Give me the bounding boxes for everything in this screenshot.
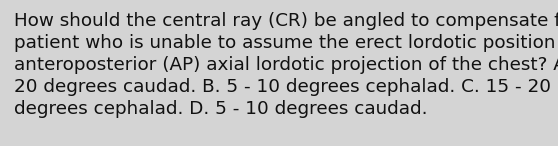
Text: How should the central ray (CR) be angled to compensate for a: How should the central ray (CR) be angle… [14,12,558,30]
Text: patient who is unable to assume the erect lordotic position for an: patient who is unable to assume the erec… [14,34,558,52]
Text: 20 degrees caudad. B. 5 - 10 degrees cephalad. C. 15 - 20: 20 degrees caudad. B. 5 - 10 degrees cep… [14,78,551,96]
Text: anteroposterior (AP) axial lordotic projection of the chest? A. 15 -: anteroposterior (AP) axial lordotic proj… [14,56,558,74]
Text: degrees cephalad. D. 5 - 10 degrees caudad.: degrees cephalad. D. 5 - 10 degrees caud… [14,100,427,118]
